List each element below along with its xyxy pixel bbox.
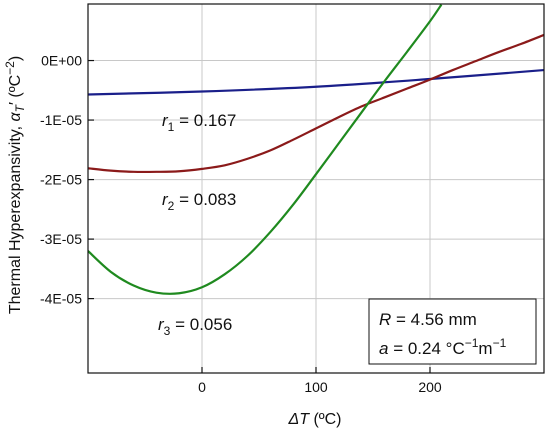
x-tick-label: 200 — [418, 379, 442, 395]
axis-ticks: 0 100 200 0E+00 -1E-05 -2E-05 -3E-05 -4E-05 — [40, 53, 442, 395]
x-axis-title: ΔT (ºC) — [287, 411, 341, 428]
inset-line-radius: R = 4.56 mm — [379, 310, 477, 329]
parameter-inset: R = 4.56 mm a = 0.24 °C−1m−1 — [368, 298, 537, 365]
series-lines — [88, 4, 544, 295]
grid-lines — [88, 4, 544, 373]
series-line-2 — [88, 33, 544, 174]
y-tick-label: 0E+00 — [41, 53, 82, 69]
series-line-1 — [88, 68, 544, 96]
x-tick-label: 100 — [304, 379, 328, 395]
inset-box — [368, 298, 537, 365]
y-tick-label: -4E-05 — [40, 291, 82, 307]
series-line-3 — [88, 4, 443, 295]
series-label-r1: r1 = 0.167 — [162, 111, 236, 134]
y-tick-label: -3E-05 — [40, 231, 82, 247]
inset-line-coefficient: a = 0.24 °C−1m−1 — [379, 336, 507, 358]
y-tick-label: -2E-05 — [40, 172, 82, 188]
y-tick-label: -1E-05 — [40, 112, 82, 128]
series-label-r2: r2 = 0.083 — [162, 190, 236, 213]
y-axis-title: Thermal Hyperexpansivity, αT′ (ºC−2) — [3, 56, 27, 314]
series-label-r3: r3 = 0.056 — [158, 315, 232, 338]
x-tick-label: 0 — [198, 379, 206, 395]
